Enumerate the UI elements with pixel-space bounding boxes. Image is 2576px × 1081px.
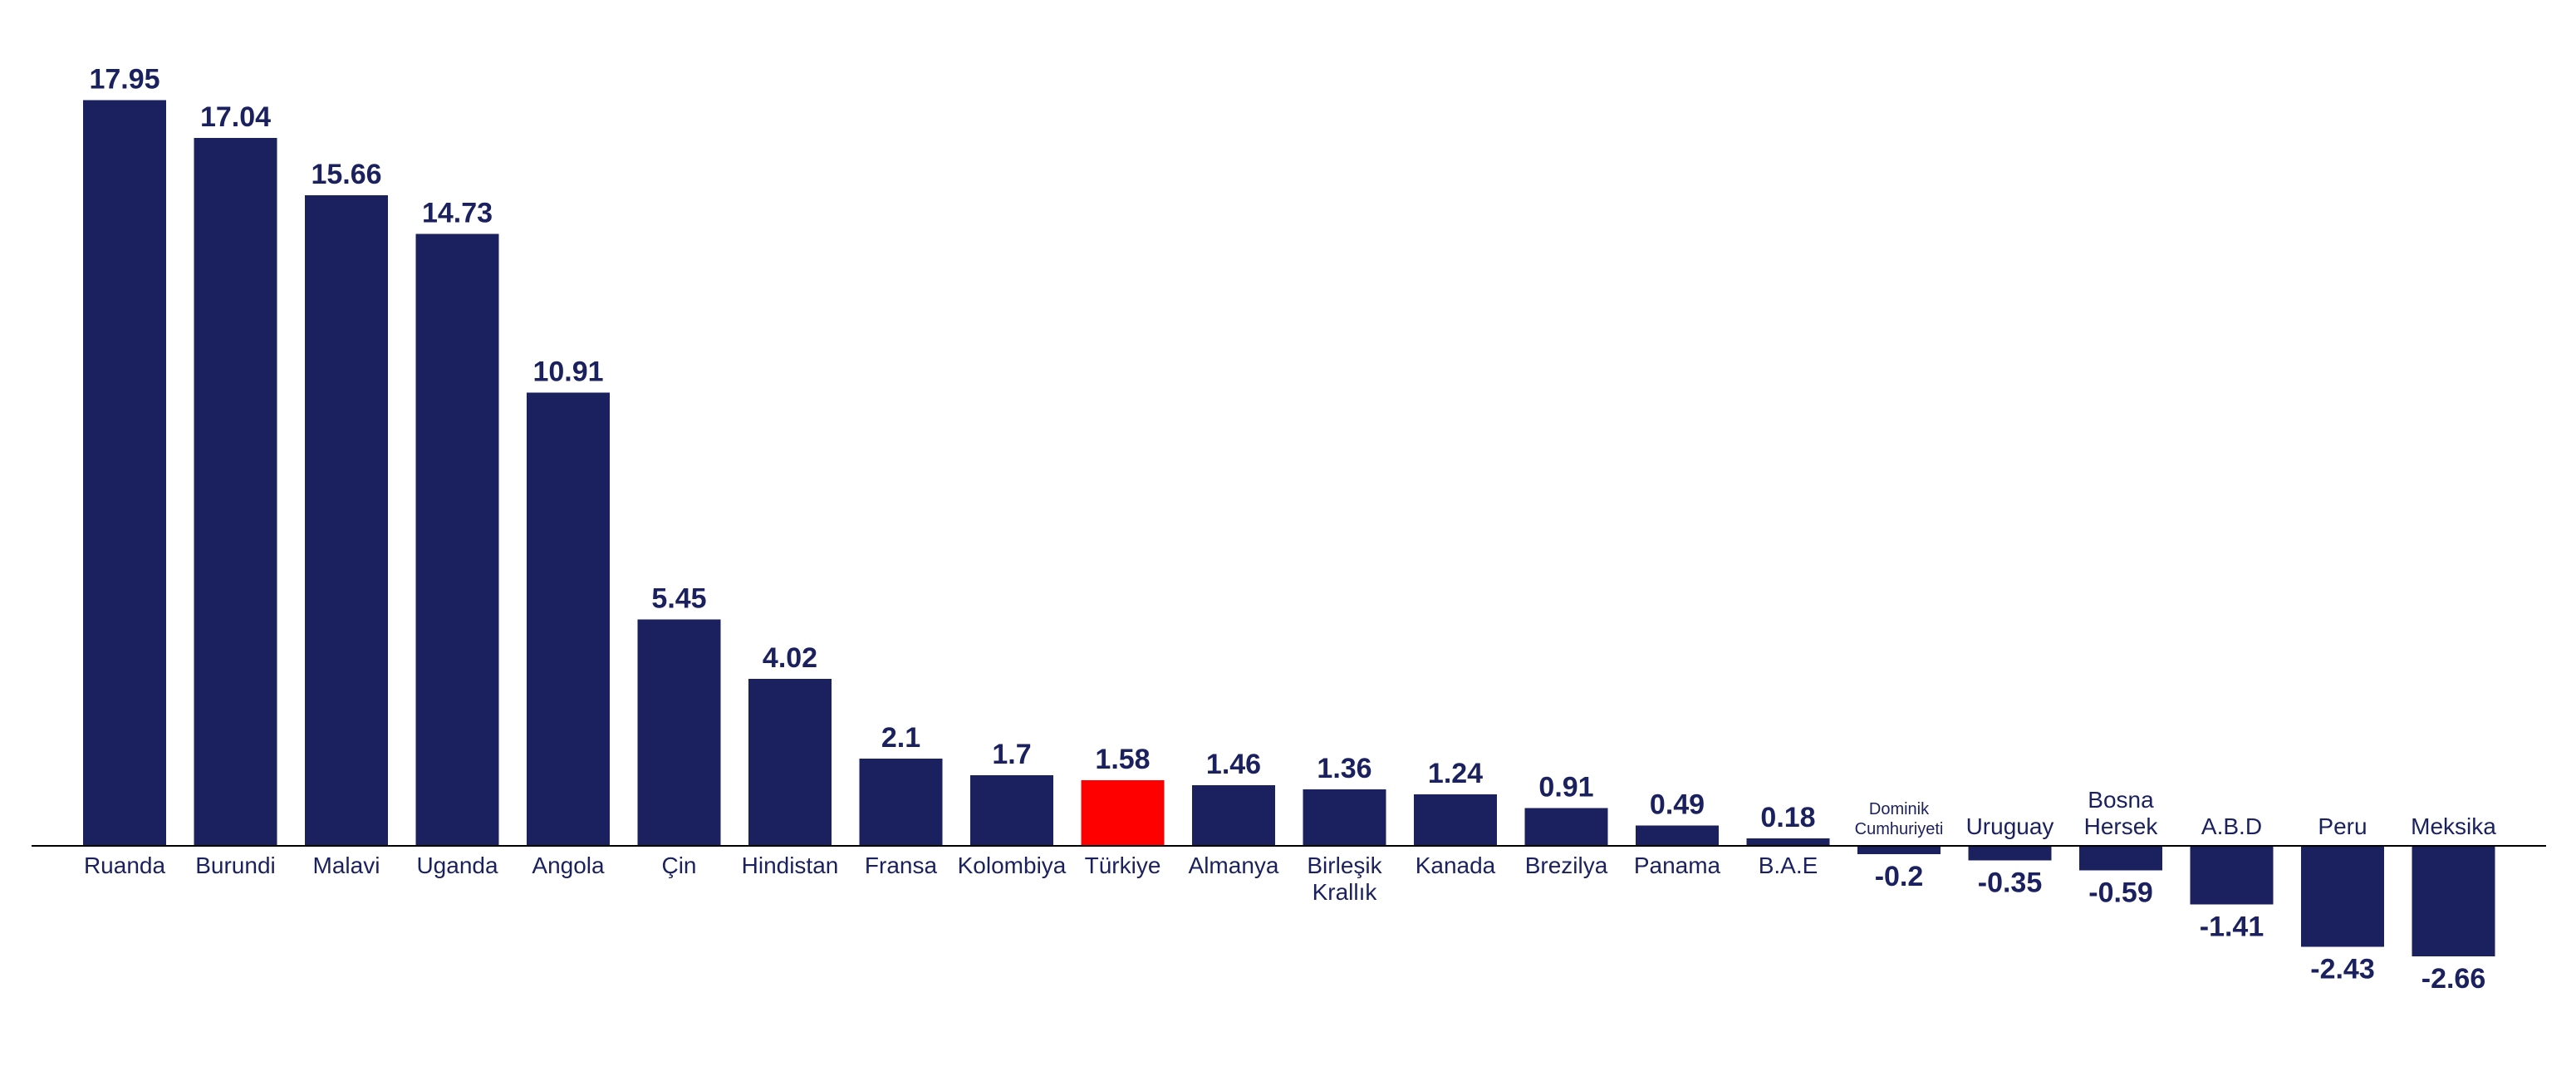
bars-group <box>83 100 2495 956</box>
bar-meksika <box>2412 846 2495 956</box>
category-label-brezilya: Brezilya <box>1525 853 1608 878</box>
category-label-almanya: Almanya <box>1189 853 1279 878</box>
bar-fransa <box>859 759 943 846</box>
category-label-birlesik-krallik: Birleşik Krallık <box>1307 853 1382 905</box>
category-label-uruguay: Uruguay <box>1966 813 2054 839</box>
value-label-almanya: 1.46 <box>1206 749 1261 780</box>
value-label-b-a-e: 0.18 <box>1760 802 1815 833</box>
bar-birlesik-krallik <box>1303 789 1386 846</box>
category-labels-group: Ruanda Burundi Malavi Uganda Angola Çin Hindis… <box>84 787 2496 905</box>
bar-cin <box>637 619 721 846</box>
value-label-ruanda: 17.95 <box>89 64 159 96</box>
category-label-uganda: Uganda <box>416 853 498 878</box>
bar-kanada <box>1414 794 1497 846</box>
category-label-ruanda: Ruanda <box>84 853 166 878</box>
value-label-uruguay: -0.35 <box>1978 867 2043 899</box>
category-label-a-b-d: A.B.D <box>2201 813 2262 839</box>
bar-malavi <box>305 195 388 846</box>
value-label-kolombiya: 1.7 <box>992 739 1031 770</box>
value-label-panama: 0.49 <box>1650 789 1705 821</box>
bar-angola <box>527 392 610 846</box>
value-label-malavi: 15.66 <box>311 159 381 190</box>
category-label-angola: Angola <box>532 853 605 878</box>
bar-kolombiya <box>970 775 1053 846</box>
bar-burundi <box>194 138 277 846</box>
category-label-malavi: Malavi <box>313 853 380 878</box>
bar-b-a-e <box>1746 838 1830 846</box>
category-label-meksika: Meksika <box>2411 813 2496 839</box>
bar-dominik-cumhuriyeti <box>1857 846 1941 854</box>
bar-turkiye <box>1081 780 1165 846</box>
value-label-brezilya: 0.91 <box>1538 772 1593 803</box>
category-label-dominik-cumhuriyeti: Dominik Cumhuriyeti <box>1855 800 1944 838</box>
value-label-dominik-cumhuriyeti: -0.2 <box>1875 861 1924 892</box>
value-label-peru: -2.43 <box>2310 954 2375 985</box>
category-label-peru: Peru <box>2318 813 2367 839</box>
bar-brezilya <box>1524 808 1608 846</box>
bar-almanya <box>1192 785 1275 846</box>
value-label-burundi: 17.04 <box>200 101 271 133</box>
category-label-fransa: Fransa <box>865 853 938 878</box>
category-label-kanada: Kanada <box>1416 853 1496 878</box>
value-labels-group: 17.95 17.04 15.66 14.73 10.91 5.45 4.02 2.1 1.7 1… <box>89 64 2485 995</box>
value-label-kanada: 1.24 <box>1428 758 1483 789</box>
category-label-b-a-e: B.A.E <box>1759 853 1818 878</box>
bar-peru <box>2301 846 2384 947</box>
bar-ruanda <box>83 100 166 846</box>
value-label-cin: 5.45 <box>651 583 706 615</box>
category-label-hindistan: Hindistan <box>742 853 839 878</box>
category-label-kolombiya: Kolombiya <box>958 853 1067 878</box>
category-label-bosna-hersek: Bosna Hersek <box>2084 787 2159 839</box>
bar-bosna-hersek <box>2079 846 2162 871</box>
value-label-birlesik-krallik: 1.36 <box>1317 753 1371 784</box>
category-label-turkiye: Türkiye <box>1085 853 1161 878</box>
value-label-a-b-d: -1.41 <box>2200 911 2264 943</box>
value-label-uganda: 14.73 <box>422 198 493 229</box>
value-label-hindistan: 4.02 <box>763 642 817 674</box>
bar-uruguay <box>1968 846 2052 861</box>
category-label-cin: Çin <box>661 853 696 878</box>
bar-hindistan <box>748 679 832 846</box>
category-label-panama: Panama <box>1634 853 1721 878</box>
value-label-fransa: 2.1 <box>881 722 920 754</box>
bar-a-b-d <box>2190 846 2274 905</box>
value-label-turkiye: 1.58 <box>1095 744 1150 775</box>
category-label-burundi: Burundi <box>195 853 276 878</box>
value-label-bosna-hersek: -0.59 <box>2088 877 2153 909</box>
bar-panama <box>1636 825 1719 846</box>
value-label-meksika: -2.66 <box>2421 963 2486 995</box>
value-label-angola: 10.91 <box>532 356 603 388</box>
bar-uganda <box>415 233 499 846</box>
